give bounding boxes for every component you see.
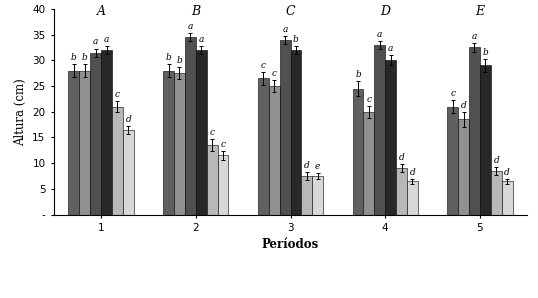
Bar <box>112 107 123 215</box>
Bar <box>207 145 217 215</box>
Text: A: A <box>97 5 105 18</box>
Bar <box>123 130 134 215</box>
Text: b: b <box>166 53 172 62</box>
Bar <box>501 181 513 215</box>
Text: d: d <box>399 153 405 162</box>
Bar <box>312 176 323 215</box>
Text: a: a <box>188 22 193 31</box>
Bar <box>196 50 207 215</box>
Bar <box>68 71 80 215</box>
Bar <box>291 50 301 215</box>
Bar <box>280 40 291 215</box>
Text: b: b <box>483 48 488 57</box>
Bar <box>469 47 480 215</box>
X-axis label: Períodos: Períodos <box>262 238 319 252</box>
Bar <box>185 37 196 215</box>
Bar <box>447 107 458 215</box>
Bar <box>480 66 491 215</box>
Text: c: c <box>115 90 120 100</box>
Bar <box>269 86 280 215</box>
Bar <box>407 181 418 215</box>
Text: b: b <box>293 35 299 44</box>
Text: c: c <box>261 61 266 70</box>
Y-axis label: Altura (cm): Altura (cm) <box>13 78 27 146</box>
Text: d: d <box>504 167 510 176</box>
Bar <box>352 89 364 215</box>
Text: a: a <box>377 30 383 39</box>
Text: a: a <box>282 25 288 34</box>
Text: d: d <box>304 161 310 170</box>
Text: b: b <box>82 53 88 62</box>
Bar <box>385 60 396 215</box>
Bar <box>364 112 374 215</box>
Text: d: d <box>461 101 466 110</box>
Text: c: c <box>221 140 225 149</box>
Text: c: c <box>366 94 371 103</box>
Text: c: c <box>272 69 277 78</box>
Bar <box>217 156 229 215</box>
Text: D: D <box>380 5 390 18</box>
Bar <box>174 73 185 215</box>
Text: a: a <box>199 35 204 44</box>
Text: b: b <box>355 70 361 79</box>
Bar <box>301 176 312 215</box>
Text: b: b <box>176 56 182 65</box>
Bar <box>80 71 90 215</box>
Text: c: c <box>210 128 215 137</box>
Bar <box>458 119 469 215</box>
Bar <box>90 53 101 215</box>
Text: a: a <box>472 32 477 41</box>
Bar <box>101 50 112 215</box>
Bar <box>374 45 385 215</box>
Text: a: a <box>388 44 393 53</box>
Text: a: a <box>104 35 109 44</box>
Text: e: e <box>315 162 321 171</box>
Bar <box>491 171 501 215</box>
Text: b: b <box>71 53 77 62</box>
Text: C: C <box>286 5 295 18</box>
Text: c: c <box>450 89 455 98</box>
Bar <box>163 71 174 215</box>
Text: a: a <box>93 38 98 46</box>
Text: d: d <box>409 167 415 176</box>
Bar <box>258 78 269 215</box>
Text: E: E <box>476 5 484 18</box>
Bar <box>396 168 407 215</box>
Text: d: d <box>493 156 499 165</box>
Text: B: B <box>192 5 200 18</box>
Text: d: d <box>125 114 131 124</box>
